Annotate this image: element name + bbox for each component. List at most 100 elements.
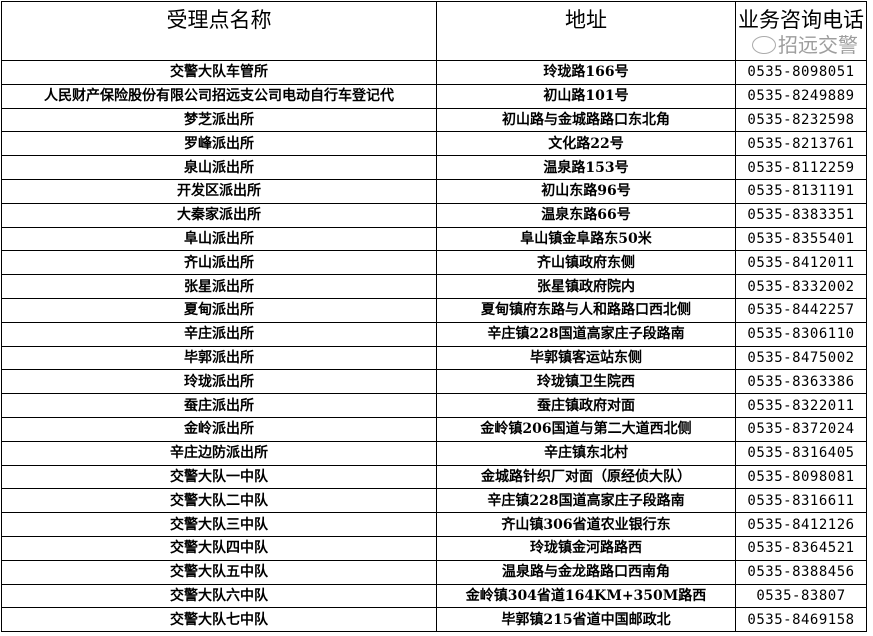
cell-name: 交警大队一中队 xyxy=(1,464,437,490)
header-name: 受理点名称 xyxy=(1,1,437,61)
cell-address: 温泉路与金龙路路口西南角 xyxy=(436,559,736,585)
table-row: 开发区派出所 初山东路96号 0535-8131191 xyxy=(1,178,867,204)
cell-address: 文化路22号 xyxy=(436,131,736,157)
cell-phone: 0535-83807 xyxy=(735,583,867,609)
cell-phone: 0535-8412011 xyxy=(735,250,867,276)
cell-phone: 0535-8213761 xyxy=(735,131,867,157)
cell-name: 玲珑派出所 xyxy=(1,369,437,395)
table-row: 交警大队四中队 玲珑镇金河路路西 0535-8364521 xyxy=(1,535,867,561)
cell-phone: 0535-8469158 xyxy=(735,607,867,633)
table-row: 毕郭派出所 毕郭镇客运站东侧 0535-8475002 xyxy=(1,345,867,371)
cell-name: 毕郭派出所 xyxy=(1,345,437,371)
cell-address: 玲珑路166号 xyxy=(436,60,736,85)
cell-phone: 0535-8442257 xyxy=(735,297,867,323)
cell-phone: 0535-8098081 xyxy=(735,464,867,490)
cell-name: 张星派出所 xyxy=(1,274,437,299)
cell-name: 交警大队车管所 xyxy=(1,60,437,85)
cell-address: 玲珑镇金河路路西 xyxy=(436,535,736,561)
cell-phone: 0535-8364521 xyxy=(735,535,867,561)
cell-phone: 0535-8388456 xyxy=(735,559,867,585)
table-row: 阜山派出所 阜山镇金阜路东50米 0535-8355401 xyxy=(1,226,867,252)
table-row: 大秦家派出所 温泉东路66号 0535-8383351 xyxy=(1,202,867,228)
table-row: 金岭派出所 金岭镇206国道与第二大道西北侧 0535-8372024 xyxy=(1,416,867,442)
table-row: 夏甸派出所 夏甸镇府东路与人和路路口西北侧 0535-8442257 xyxy=(1,297,867,323)
table-row: 辛庄派出所 辛庄镇228国道高家庄子段路南 0535-8306110 xyxy=(1,321,867,347)
cell-phone: 0535-8316611 xyxy=(735,488,867,514)
table-row: 罗峰派出所 文化路22号 0535-8213761 xyxy=(1,131,867,157)
cell-name: 交警大队七中队 xyxy=(1,607,437,633)
cell-phone: 0535-8372024 xyxy=(735,416,867,442)
cell-phone: 0535-8332002 xyxy=(735,274,867,299)
cell-phone: 0535-8098051 xyxy=(735,60,867,85)
cell-name: 交警大队六中队 xyxy=(1,583,437,609)
cell-name: 辛庄派出所 xyxy=(1,321,437,347)
cell-phone: 0535-8232598 xyxy=(735,107,867,133)
cell-address: 初山路与金城路路口东北角 xyxy=(436,107,736,133)
cell-phone: 0535-8112259 xyxy=(735,155,867,180)
table-row: 人民财产保险股份有限公司招远支公司电动自行车登记代 初山路101号 0535-824… xyxy=(1,83,867,109)
header-row: 受理点名称 地址 业务咨询电话 xyxy=(1,1,867,61)
cell-address: 张星镇政府院内 xyxy=(436,274,736,299)
cell-name: 阜山派出所 xyxy=(1,226,437,252)
cell-name: 大秦家派出所 xyxy=(1,202,437,228)
cell-address: 初山路101号 xyxy=(436,83,736,109)
cell-phone: 0535-8355401 xyxy=(735,226,867,252)
table-row: 辛庄边防派出所 辛庄镇东北村 0535-8316405 xyxy=(1,440,867,466)
cell-name: 齐山派出所 xyxy=(1,250,437,276)
cell-address: 温泉东路66号 xyxy=(436,202,736,228)
cell-name: 交警大队五中队 xyxy=(1,559,437,585)
cell-address: 金城路针织厂对面（原经侦大队） xyxy=(436,464,736,490)
cell-address: 蚕庄镇政府对面 xyxy=(436,393,736,418)
cell-phone: 0535-8412126 xyxy=(735,512,867,537)
cell-address: 齐山镇306省道农业银行东 xyxy=(436,512,736,537)
table-row: 张星派出所 张星镇政府院内 0535-8332002 xyxy=(1,274,867,299)
cell-phone: 0535-8316405 xyxy=(735,440,867,466)
cell-address: 温泉路153号 xyxy=(436,155,736,180)
cell-address: 辛庄镇228国道高家庄子段路南 xyxy=(436,321,736,347)
table-row: 蚕庄派出所 蚕庄镇政府对面 0535-8322011 xyxy=(1,393,867,418)
header-address: 地址 xyxy=(436,1,736,61)
table-row: 交警大队五中队 温泉路与金龙路路口西南角 0535-8388456 xyxy=(1,559,867,585)
cell-address: 夏甸镇府东路与人和路路口西北侧 xyxy=(436,297,736,323)
cell-phone: 0535-8131191 xyxy=(735,178,867,204)
cell-name: 金岭派出所 xyxy=(1,416,437,442)
cell-name: 交警大队二中队 xyxy=(1,488,437,514)
cell-name: 蚕庄派出所 xyxy=(1,393,437,418)
table-row: 交警大队车管所 玲珑路166号 0535-8098051 xyxy=(1,60,867,85)
cell-address: 初山东路96号 xyxy=(436,178,736,204)
cell-address: 辛庄镇228国道高家庄子段路南 xyxy=(436,488,736,514)
table-row: 交警大队二中队 辛庄镇228国道高家庄子段路南 0535-8316611 xyxy=(1,488,867,514)
cell-phone: 0535-8475002 xyxy=(735,345,867,371)
table-row: 交警大队三中队 齐山镇306省道农业银行东 0535-8412126 xyxy=(1,512,867,537)
table-row: 泉山派出所 温泉路153号 0535-8112259 xyxy=(1,155,867,180)
cell-name: 交警大队四中队 xyxy=(1,535,437,561)
cell-address: 金岭镇206国道与第二大道西北侧 xyxy=(436,416,736,442)
cell-name: 开发区派出所 xyxy=(1,178,437,204)
cell-name: 交警大队三中队 xyxy=(1,512,437,537)
table-row: 交警大队六中队 金岭镇304省道164KM+350M路西 0535-83807 xyxy=(1,583,867,609)
cell-address: 金岭镇304省道164KM+350M路西 xyxy=(436,583,736,609)
table-row: 玲珑派出所 玲珑镇卫生院西 0535-8363386 xyxy=(1,369,867,395)
cell-address: 毕郭镇客运站东侧 xyxy=(436,345,736,371)
table-row: 梦芝派出所 初山路与金城路路口东北角 0535-8232598 xyxy=(1,107,867,133)
cell-phone: 0535-8363386 xyxy=(735,369,867,395)
cell-name: 罗峰派出所 xyxy=(1,131,437,157)
watermark-text: 招远交警 xyxy=(778,33,858,57)
cell-name: 辛庄边防派出所 xyxy=(1,440,437,466)
cell-phone: 0535-8383351 xyxy=(735,202,867,228)
table-row: 齐山派出所 齐山镇政府东侧 0535-8412011 xyxy=(1,250,867,276)
cell-address: 阜山镇金阜路东50米 xyxy=(436,226,736,252)
watermark: 招远交警 xyxy=(752,33,858,57)
cell-phone: 0535-8306110 xyxy=(735,321,867,347)
cell-address: 毕郭镇215省道中国邮政北 xyxy=(436,607,736,633)
cell-name: 人民财产保险股份有限公司招远支公司电动自行车登记代 xyxy=(1,83,437,109)
cell-phone: 0535-8249889 xyxy=(735,83,867,109)
cell-name: 梦芝派出所 xyxy=(1,107,437,133)
table-row: 交警大队七中队 毕郭镇215省道中国邮政北 0535-8469158 xyxy=(1,607,867,633)
table-row: 交警大队一中队 金城路针织厂对面（原经侦大队） 0535-8098081 xyxy=(1,464,867,490)
cell-address: 玲珑镇卫生院西 xyxy=(436,369,736,395)
cell-name: 泉山派出所 xyxy=(1,155,437,180)
cell-phone: 0535-8322011 xyxy=(735,393,867,418)
wechat-icon xyxy=(752,36,776,54)
cell-address: 齐山镇政府东侧 xyxy=(436,250,736,276)
